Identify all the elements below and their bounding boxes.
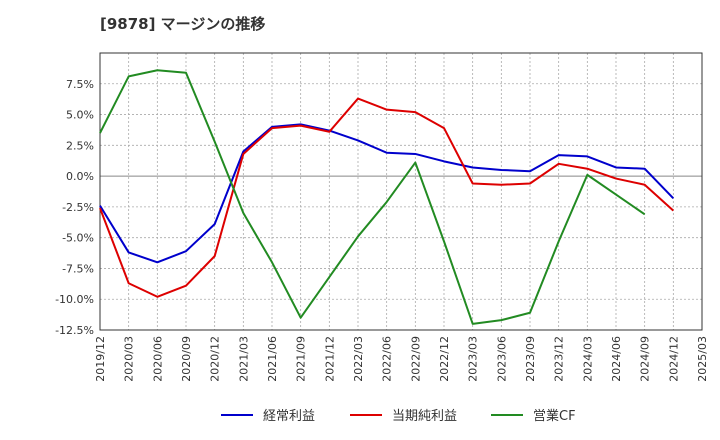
x-tick-label: 2024/03	[581, 336, 594, 382]
plot-area	[100, 53, 702, 330]
x-tick-label: 2024/12	[667, 336, 680, 382]
x-tick-label: 2023/03	[467, 336, 480, 382]
x-tick-label: 2022/06	[381, 336, 394, 382]
series-line-3	[99, 69, 646, 325]
series-line-2	[99, 97, 674, 298]
x-tick-label: 2024/06	[610, 336, 623, 382]
y-tick-label: 7.5%	[66, 78, 94, 91]
x-tick-label: 2022/09	[409, 336, 422, 382]
x-tick-label: 2021/09	[295, 336, 308, 382]
y-tick-label: -2.5%	[62, 201, 94, 214]
x-tick-label: 2024/09	[639, 336, 652, 382]
x-tick-label: 2021/06	[266, 336, 279, 382]
x-tick-label: 2020/12	[209, 336, 222, 382]
x-tick-label: 2023/12	[553, 336, 566, 382]
legend-label: 経常利益	[263, 409, 315, 424]
x-tick-label: 2023/06	[495, 336, 508, 382]
x-tick-label: 2023/09	[524, 336, 537, 382]
x-tick-label: 2019/12	[94, 336, 107, 382]
plot-frame	[99, 52, 703, 331]
y-tick-label: -5.0%	[62, 232, 94, 245]
y-tick-label: -7.5%	[62, 262, 94, 275]
x-tick-label: 2021/12	[323, 336, 336, 382]
series-line-1	[99, 123, 675, 264]
chart-title: [9878] マージンの推移	[100, 15, 266, 33]
legend-label: 営業CF	[533, 408, 576, 424]
y-tick-label: -12.5%	[55, 324, 94, 337]
x-tick-label: 2020/09	[180, 336, 193, 382]
y-tick-label: -10.0%	[55, 293, 94, 306]
x-tick-label: 2020/03	[123, 336, 136, 382]
y-tick-label: 5.0%	[66, 109, 94, 122]
x-tick-label: 2025/03	[696, 336, 709, 382]
x-tick-label: 2022/12	[438, 336, 451, 382]
x-tick-label: 2022/03	[352, 336, 365, 382]
legend-label: 当期純利益	[392, 409, 457, 424]
x-tick-label: 2021/03	[237, 336, 250, 382]
y-tick-label: 0.0%	[66, 170, 94, 183]
y-tick-label: 2.5%	[66, 139, 94, 152]
x-tick-label: 2020/06	[151, 336, 164, 382]
